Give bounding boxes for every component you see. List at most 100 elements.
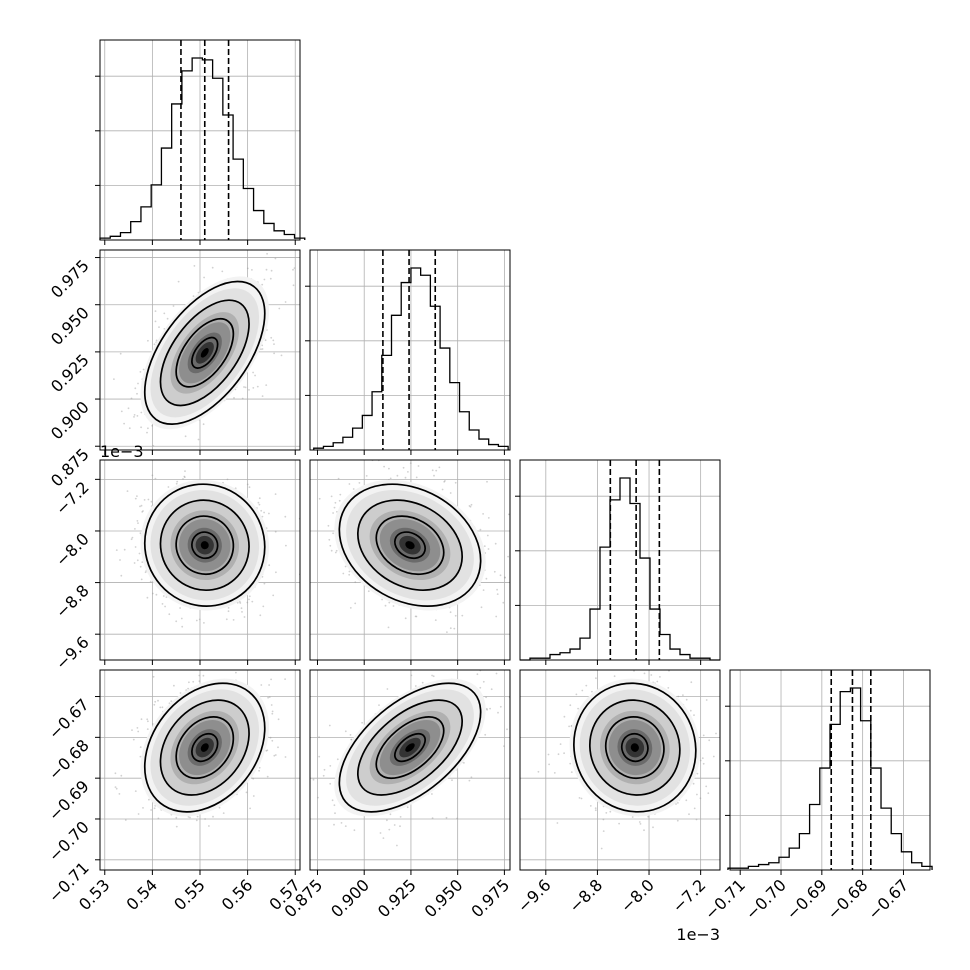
scatter-point xyxy=(269,277,272,280)
scatter-point xyxy=(503,745,505,747)
scatter-point xyxy=(227,607,230,609)
density-contour-3 xyxy=(191,336,219,369)
scatter-point xyxy=(436,641,438,643)
scatter-point xyxy=(143,499,146,501)
scatter-point xyxy=(262,605,265,608)
scatter-point xyxy=(192,680,195,683)
scatter-point xyxy=(140,426,143,429)
scatter-point xyxy=(387,626,390,629)
scatter-point xyxy=(261,348,264,350)
scatter-point xyxy=(494,542,497,545)
scatter-point xyxy=(382,837,385,839)
scatter-point xyxy=(149,580,152,583)
scatter-point xyxy=(388,467,390,470)
scatter-point xyxy=(196,663,198,665)
scatter-point xyxy=(175,482,178,485)
scatter-point xyxy=(195,819,198,822)
scatter-point xyxy=(271,710,274,713)
scatter-point xyxy=(417,465,420,467)
scatter-point xyxy=(163,312,166,315)
scatter-point xyxy=(140,411,143,414)
scatter-point xyxy=(140,718,143,721)
scatter-point xyxy=(193,265,196,267)
scatter-point xyxy=(155,339,158,342)
scatter-point xyxy=(414,615,417,618)
scatter-point xyxy=(240,607,243,610)
scatter-point xyxy=(161,603,164,605)
scatter-point xyxy=(248,595,251,598)
scatter-point xyxy=(265,749,268,752)
scatter-point xyxy=(503,576,506,579)
scatter-point xyxy=(188,681,190,684)
scatter-point xyxy=(132,738,135,741)
scatter-point xyxy=(487,548,490,550)
scatter-point xyxy=(134,387,137,390)
scatter-point xyxy=(446,631,448,633)
scatter-point xyxy=(148,474,150,476)
scatter-point xyxy=(254,374,256,377)
scatter-point xyxy=(415,476,418,479)
scatter-point xyxy=(226,478,229,481)
scatter-point xyxy=(453,627,456,630)
scatter-point xyxy=(482,513,484,515)
scatter-point xyxy=(162,595,165,597)
scatter-point xyxy=(168,613,171,616)
scatter-point xyxy=(349,607,352,609)
scatter-point xyxy=(232,619,235,621)
pair-panel-0-2 xyxy=(99,459,301,665)
scatter-point xyxy=(221,668,223,670)
scatter-point xyxy=(175,620,178,623)
scatter-point xyxy=(268,512,270,515)
scatter-point xyxy=(486,534,489,537)
scatter-point xyxy=(146,728,149,730)
scatter-point xyxy=(260,348,262,351)
scatter-point xyxy=(292,268,294,271)
scatter-point xyxy=(124,819,127,821)
scatter-point xyxy=(480,606,483,609)
scatter-point xyxy=(406,806,409,809)
scatter-point xyxy=(280,354,283,357)
scatter-point xyxy=(274,530,277,533)
scatter-point xyxy=(306,483,308,485)
scatter-point xyxy=(212,815,214,818)
scatter-point xyxy=(270,704,273,706)
scatter-point xyxy=(239,602,242,604)
scatter-point xyxy=(274,754,277,756)
scatter-point xyxy=(334,551,337,554)
scatter-point xyxy=(284,678,286,680)
scatter-point xyxy=(449,492,452,494)
scatter-point xyxy=(328,538,331,541)
scatter-point xyxy=(273,754,276,757)
scatter-point xyxy=(485,696,487,699)
density-contour-2 xyxy=(175,716,235,780)
scatter-point xyxy=(266,252,268,255)
scatter-point xyxy=(512,567,514,569)
scatter-point xyxy=(273,343,275,345)
scatter-point xyxy=(469,505,472,508)
scatter-point xyxy=(454,481,457,484)
scatter-point xyxy=(172,305,175,307)
density-shade-7 xyxy=(200,743,209,752)
histogram-frame-1 xyxy=(309,249,511,451)
scatter-point xyxy=(258,503,261,506)
scatter-point xyxy=(482,589,485,591)
scatter-point xyxy=(285,544,287,547)
scatter-point xyxy=(261,515,264,518)
scatter-point xyxy=(114,772,117,775)
scatter-point xyxy=(257,501,260,504)
scatter-point xyxy=(350,738,353,741)
scatter-point xyxy=(327,524,330,527)
scatter-point xyxy=(293,267,296,269)
scatter-point xyxy=(134,790,137,792)
scatter-point xyxy=(204,818,207,820)
density-shade-7 xyxy=(405,541,415,550)
scatter-point xyxy=(407,471,409,473)
scatter-point xyxy=(164,605,167,608)
scatter-point xyxy=(271,712,274,715)
scatter-point xyxy=(173,684,175,687)
scatter-point xyxy=(138,552,141,555)
scatter-point xyxy=(184,435,187,438)
scatter-point xyxy=(90,385,92,387)
pair-panel-1-3 xyxy=(309,641,511,871)
